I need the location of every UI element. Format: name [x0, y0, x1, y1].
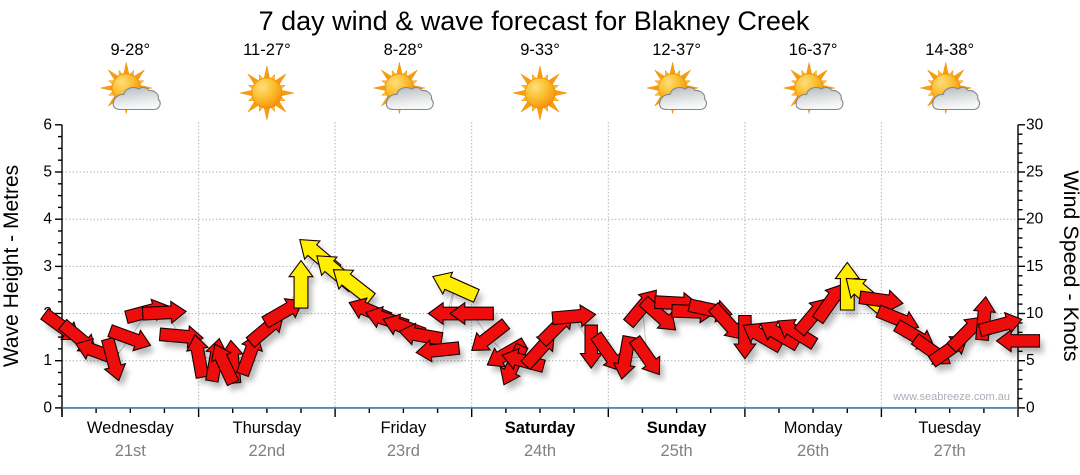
svg-text:8-28°: 8-28°	[384, 41, 424, 59]
svg-text:9-33°: 9-33°	[520, 41, 560, 59]
svg-text:Monday: Monday	[784, 419, 843, 437]
svg-text:4: 4	[43, 211, 52, 228]
svg-text:6: 6	[43, 116, 52, 133]
svg-text:25: 25	[1026, 164, 1043, 181]
svg-text:23rd: 23rd	[387, 442, 420, 460]
svg-text:20: 20	[1026, 211, 1044, 228]
svg-text:26th: 26th	[797, 442, 829, 460]
svg-text:10: 10	[1026, 305, 1044, 322]
svg-text:0: 0	[43, 399, 52, 416]
svg-text:5: 5	[43, 164, 52, 181]
svg-text:0: 0	[1026, 399, 1035, 416]
svg-text:30: 30	[1026, 116, 1044, 133]
svg-text:3: 3	[43, 258, 52, 275]
svg-text:24th: 24th	[524, 442, 556, 460]
svg-text:Wednesday: Wednesday	[87, 419, 175, 437]
svg-text:12-37°: 12-37°	[652, 41, 701, 59]
svg-text:5: 5	[1026, 352, 1035, 369]
svg-text:Tuesday: Tuesday	[918, 419, 981, 437]
svg-text:11-27°: 11-27°	[243, 41, 291, 59]
svg-text:Friday: Friday	[380, 419, 427, 437]
svg-text:15: 15	[1026, 258, 1043, 275]
svg-text:25th: 25th	[661, 442, 693, 460]
svg-text:1: 1	[43, 352, 52, 369]
svg-text:Sunday: Sunday	[647, 419, 707, 437]
svg-text:21st: 21st	[115, 442, 147, 460]
svg-text:16-37°: 16-37°	[789, 41, 838, 59]
svg-text:www.seabreeze.com.au: www.seabreeze.com.au	[892, 391, 1010, 403]
svg-text:Wind Speed - Knots: Wind Speed - Knots	[1059, 170, 1080, 361]
svg-text:27th: 27th	[934, 442, 966, 460]
svg-text:9-28°: 9-28°	[110, 41, 150, 59]
svg-text:Wave Height - Metres: Wave Height - Metres	[0, 165, 23, 367]
svg-text:Saturday: Saturday	[505, 419, 576, 437]
svg-text:22nd: 22nd	[249, 442, 286, 460]
svg-text:Thursday: Thursday	[233, 419, 303, 437]
svg-text:7 day wind & wave forecast for: 7 day wind & wave forecast for Blakney C…	[259, 6, 810, 36]
svg-text:14-38°: 14-38°	[925, 41, 974, 59]
